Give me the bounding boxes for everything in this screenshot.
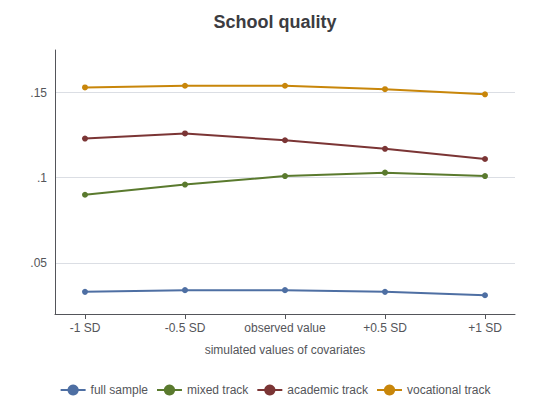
svg-text:.1: .1 [37, 171, 47, 185]
svg-text:-0.5 SD: -0.5 SD [165, 321, 206, 335]
svg-text:mixed track: mixed track [187, 383, 249, 397]
svg-text:+1 SD: +1 SD [468, 321, 502, 335]
svg-text:observed value: observed value [244, 321, 326, 335]
svg-text:vocational track: vocational track [407, 383, 491, 397]
svg-text:full sample: full sample [91, 383, 149, 397]
svg-text:+0.5 SD: +0.5 SD [363, 321, 407, 335]
svg-text:-1 SD: -1 SD [70, 321, 101, 335]
svg-text:simulated values of covariates: simulated values of covariates [205, 343, 366, 357]
svg-text:.05: .05 [30, 256, 47, 270]
svg-text:academic track: academic track [287, 383, 369, 397]
svg-text:School quality: School quality [213, 12, 336, 32]
svg-text:.15: .15 [30, 86, 47, 100]
